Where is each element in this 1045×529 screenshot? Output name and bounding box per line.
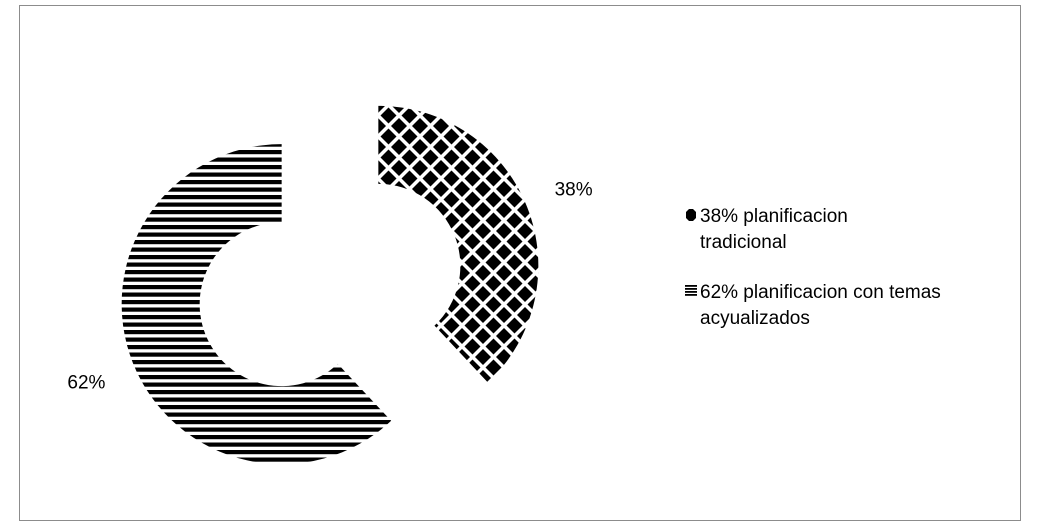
data-label-horizontal-stripes: 62% xyxy=(67,372,105,393)
slices-layer xyxy=(121,105,539,465)
legend-label-horizontal-stripes: 62% planificacion con temas acyualizados xyxy=(700,282,941,329)
legend-marker-horizontal-stripes xyxy=(685,285,697,297)
data-label-diamond-checker: 38% xyxy=(555,180,593,201)
data-labels-layer: 38% 62% xyxy=(67,180,592,394)
legend: 38% planificacion tradicional 62% planific… xyxy=(685,206,941,329)
slice-diamond-checker xyxy=(378,105,539,383)
legend-entry-horizontal-stripes: 62% planificacion con temas acyualizados xyxy=(685,282,941,329)
legend-label-line: 38% planificacion xyxy=(700,206,848,227)
legend-entry-diamond-checker: 38% planificacion tradicional xyxy=(686,206,848,253)
legend-label-diamond-checker: 38% planificacion tradicional xyxy=(700,206,848,253)
slice-horizontal-stripes xyxy=(121,144,392,465)
legend-label-line: 62% planificacion con temas xyxy=(700,282,941,303)
legend-label-line: acyualizados xyxy=(700,308,810,329)
legend-marker-diamond-checker xyxy=(686,209,696,221)
legend-label-line: tradicional xyxy=(700,232,787,253)
